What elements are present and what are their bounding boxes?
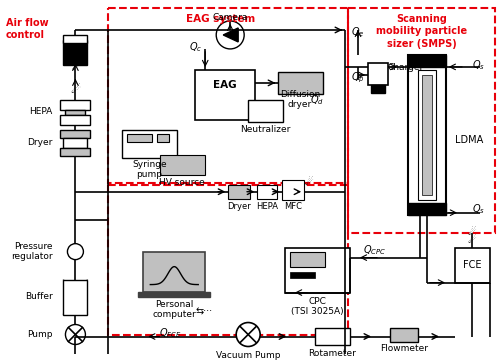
Text: HEPA: HEPA: [256, 202, 278, 211]
Text: Dryer: Dryer: [27, 138, 52, 147]
Bar: [248, 100, 283, 122]
Text: $Q_e$: $Q_e$: [351, 25, 365, 39]
Text: Pump: Pump: [27, 330, 52, 339]
Bar: [122, 130, 178, 158]
Text: Neutralizer: Neutralizer: [240, 125, 290, 134]
Bar: [278, 72, 323, 94]
Bar: [108, 8, 348, 183]
Text: Camera: Camera: [212, 13, 248, 22]
Bar: [60, 130, 90, 138]
Text: FCE: FCE: [462, 260, 481, 270]
Text: EAG: EAG: [214, 80, 237, 90]
Bar: [60, 115, 90, 125]
Bar: [64, 35, 88, 43]
Bar: [282, 180, 304, 200]
Bar: [348, 8, 495, 233]
Text: CPC
(TSI 3025A): CPC (TSI 3025A): [291, 297, 344, 316]
Bar: [60, 148, 90, 156]
Bar: [257, 185, 277, 199]
Bar: [128, 134, 152, 142]
Text: ☄: ☄: [70, 85, 81, 95]
Text: Flowmeter: Flowmeter: [380, 344, 428, 354]
Text: Buffer: Buffer: [24, 292, 52, 301]
Bar: [290, 252, 325, 266]
Text: $Q_{CPC}$: $Q_{CPC}$: [363, 243, 386, 257]
Text: $Q_s$: $Q_s$: [472, 58, 485, 72]
Bar: [108, 185, 348, 335]
Bar: [422, 75, 432, 195]
Circle shape: [68, 244, 84, 260]
Bar: [315, 327, 350, 346]
Text: $Q_s$: $Q_s$: [472, 203, 485, 216]
Bar: [290, 272, 315, 278]
Bar: [158, 134, 170, 142]
Bar: [408, 55, 446, 215]
Text: Pressure
regulator: Pressure regulator: [11, 242, 52, 261]
Text: Personal
computer: Personal computer: [152, 299, 196, 319]
Text: Rotameter: Rotameter: [308, 350, 356, 359]
Bar: [418, 70, 436, 200]
Bar: [195, 70, 255, 120]
Polygon shape: [223, 28, 238, 42]
Circle shape: [66, 325, 86, 344]
Text: ☄: ☄: [71, 62, 80, 72]
Text: $Q_{FCE}$: $Q_{FCE}$: [159, 326, 182, 340]
Text: Dryer: Dryer: [228, 202, 251, 211]
Bar: [144, 252, 205, 291]
Text: Air flow
control: Air flow control: [6, 18, 48, 40]
Bar: [64, 138, 88, 148]
Text: HEPA: HEPA: [29, 107, 52, 116]
Text: Diffusion
dryer: Diffusion dryer: [280, 90, 320, 109]
Circle shape: [236, 323, 260, 347]
Bar: [408, 203, 446, 215]
Bar: [64, 280, 88, 315]
Bar: [138, 291, 210, 297]
Text: MFC: MFC: [284, 202, 302, 211]
Text: $Q_p$: $Q_p$: [352, 70, 365, 85]
Text: LDMA: LDMA: [455, 135, 483, 145]
Circle shape: [214, 95, 230, 111]
Text: ⇆···: ⇆···: [195, 306, 212, 317]
Bar: [408, 55, 446, 67]
Text: $Q_d$: $Q_d$: [310, 93, 324, 107]
Text: HV source: HV source: [160, 178, 205, 187]
Bar: [285, 248, 350, 293]
Bar: [455, 248, 490, 282]
Text: ☄: ☄: [304, 177, 314, 187]
Bar: [368, 63, 388, 85]
Bar: [66, 110, 86, 115]
Text: EAG system: EAG system: [186, 14, 255, 24]
Text: Vacuum Pump: Vacuum Pump: [216, 351, 280, 360]
Text: Scanning
mobility particle
sizer (SMPS): Scanning mobility particle sizer (SMPS): [376, 14, 468, 49]
Text: Syringe
pump: Syringe pump: [132, 160, 166, 179]
Bar: [371, 85, 385, 93]
Bar: [160, 155, 205, 175]
Text: ☄: ☄: [468, 234, 476, 245]
Bar: [228, 185, 250, 199]
Text: ☄: ☄: [468, 227, 476, 237]
Text: Charger: Charger: [388, 64, 424, 72]
Bar: [60, 100, 90, 110]
Circle shape: [216, 21, 244, 49]
Bar: [64, 40, 88, 65]
Bar: [390, 327, 418, 342]
Text: $Q_c$: $Q_c$: [188, 40, 202, 54]
